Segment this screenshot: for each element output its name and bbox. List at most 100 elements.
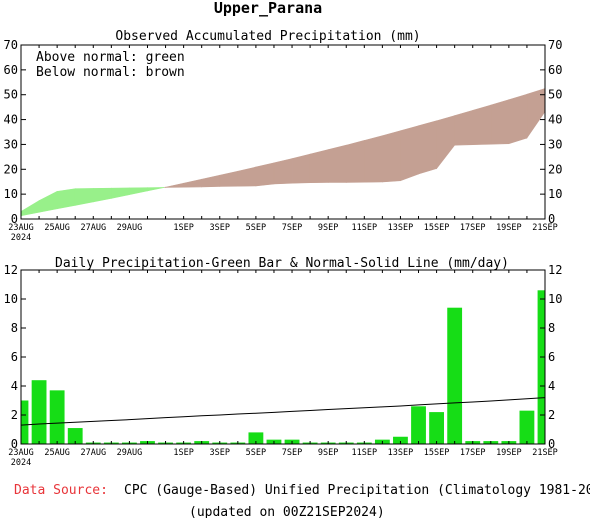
y-tick-label-right: 10 bbox=[548, 187, 562, 201]
daily-bar bbox=[21, 400, 29, 444]
below-normal-area bbox=[255, 162, 275, 187]
y-tick-label-right: 30 bbox=[548, 137, 562, 151]
above-normal-area bbox=[74, 188, 94, 206]
y-tick-label-right: 10 bbox=[548, 292, 562, 306]
x-tick-label: 1SEP bbox=[173, 223, 193, 233]
above-normal-area bbox=[147, 187, 165, 192]
legend-below-normal: Below normal: brown bbox=[36, 65, 185, 80]
below-normal-area bbox=[490, 99, 510, 145]
x-tick-label: 15SEP bbox=[424, 448, 450, 458]
x-tick-label: 9SEP bbox=[318, 223, 338, 233]
y-tick-label-left: 4 bbox=[11, 379, 18, 393]
y-tick-label-left: 0 bbox=[11, 212, 18, 226]
below-normal-area bbox=[382, 130, 401, 183]
below-normal-area bbox=[345, 140, 365, 183]
x-tick-label: 21SEP bbox=[532, 448, 558, 458]
x-tick-label: 15SEP bbox=[424, 223, 450, 233]
above-normal-area bbox=[92, 187, 112, 203]
daily-chart-title: Daily Precipitation-Green Bar & Normal-S… bbox=[55, 256, 509, 271]
below-normal-area bbox=[309, 149, 329, 184]
x-tick-label: 25AUG bbox=[44, 448, 70, 458]
above-normal-area bbox=[129, 187, 148, 196]
daily-bar bbox=[31, 380, 47, 444]
daily-bar bbox=[429, 412, 444, 444]
daily-precip-chart: Daily Precipitation-Green Bar & Normal-S… bbox=[4, 256, 563, 468]
page-title: Upper_Parana bbox=[214, 0, 322, 17]
x-tick-label: 1SEP bbox=[173, 448, 193, 458]
daily-bar bbox=[49, 390, 65, 444]
below-normal-area bbox=[273, 158, 293, 185]
below-normal-area bbox=[364, 135, 383, 183]
x-tick-label: 17SEP bbox=[460, 223, 486, 233]
x-tick-label: 23AUG bbox=[8, 448, 34, 458]
daily-y-axis: 0 0 2 2 4 4 6 6 8 8 10 10 12 12 bbox=[4, 263, 563, 451]
above-normal-area bbox=[111, 187, 130, 199]
above-normal-area bbox=[38, 190, 58, 213]
x-tick-label: 9SEP bbox=[318, 448, 338, 458]
x-tick-label: 17SEP bbox=[460, 448, 486, 458]
y-tick-label-left: 8 bbox=[11, 321, 18, 335]
x-tick-label: 21SEP bbox=[532, 223, 558, 233]
x-tick-label: 29AUG bbox=[117, 223, 143, 233]
data-source-text: CPC (Gauge-Based) Unified Precipitation … bbox=[124, 483, 590, 498]
y-tick-label-left: 12 bbox=[4, 263, 18, 277]
x-tick-label: 23AUG bbox=[8, 223, 34, 233]
accumulated-plot-frame bbox=[20, 44, 546, 220]
below-normal-area bbox=[508, 93, 528, 145]
x-tick-label: 5SEP bbox=[246, 448, 266, 458]
y-tick-label-left: 0 bbox=[11, 437, 18, 451]
daily-bar bbox=[411, 406, 426, 444]
daily-bar bbox=[447, 307, 463, 444]
daily-normal-line bbox=[20, 397, 546, 426]
y-tick-label-left: 30 bbox=[4, 137, 18, 151]
x-tick-label: 11SEP bbox=[352, 448, 378, 458]
y-tick-label-right: 20 bbox=[548, 162, 562, 176]
y-tick-label-left: 40 bbox=[4, 113, 18, 127]
below-normal-area bbox=[237, 166, 257, 187]
y-tick-label-right: 8 bbox=[548, 321, 555, 335]
above-normal-area bbox=[20, 200, 40, 217]
x-tick-label: 25AUG bbox=[44, 223, 70, 233]
y-tick-label-left: 10 bbox=[4, 187, 18, 201]
daily-bar bbox=[537, 290, 545, 444]
daily-bar bbox=[519, 410, 535, 444]
y-tick-label-right: 2 bbox=[548, 408, 555, 422]
daily-plot-frame bbox=[20, 269, 546, 445]
y-tick-label-left: 10 bbox=[4, 292, 18, 306]
updated-timestamp: (updated on 00Z21SEP2024) bbox=[189, 505, 385, 518]
y-tick-label-right: 0 bbox=[548, 212, 555, 226]
x-tick-label: 13SEP bbox=[388, 448, 414, 458]
y-tick-label-right: 40 bbox=[548, 113, 562, 127]
x-tick-label: 11SEP bbox=[352, 223, 378, 233]
x-tick-label: 27AUG bbox=[80, 448, 106, 458]
x-tick-label: 7SEP bbox=[282, 448, 302, 458]
y-tick-label-right: 60 bbox=[548, 63, 562, 77]
below-normal-area bbox=[436, 115, 455, 170]
x-tick-year: 2024 bbox=[11, 233, 31, 243]
below-normal-area bbox=[165, 182, 184, 188]
above-normal-area bbox=[56, 188, 76, 210]
accumulated-precip-chart: Observed Accumulated Precipitation (mm) … bbox=[4, 29, 563, 243]
x-tick-label: 29AUG bbox=[117, 448, 143, 458]
x-tick-label: 13SEP bbox=[388, 223, 414, 233]
x-tick-label: 27AUG bbox=[80, 223, 106, 233]
below-normal-area bbox=[472, 104, 492, 145]
y-tick-label-left: 6 bbox=[11, 350, 18, 364]
x-tick-label: 7SEP bbox=[282, 223, 302, 233]
y-tick-label-left: 60 bbox=[4, 63, 18, 77]
below-normal-area bbox=[400, 125, 419, 182]
y-tick-label-right: 0 bbox=[548, 437, 555, 451]
data-source-label: Data Source: bbox=[14, 483, 108, 498]
y-tick-label-left: 50 bbox=[4, 88, 18, 102]
below-normal-area bbox=[454, 109, 474, 146]
y-tick-label-right: 4 bbox=[548, 379, 555, 393]
legend-above-normal: Above normal: green bbox=[36, 50, 185, 65]
x-tick-label: 19SEP bbox=[496, 448, 522, 458]
x-tick-label: 3SEP bbox=[210, 448, 230, 458]
y-tick-label-right: 12 bbox=[548, 263, 562, 277]
y-tick-label-left: 20 bbox=[4, 162, 18, 176]
below-normal-area bbox=[183, 178, 202, 188]
